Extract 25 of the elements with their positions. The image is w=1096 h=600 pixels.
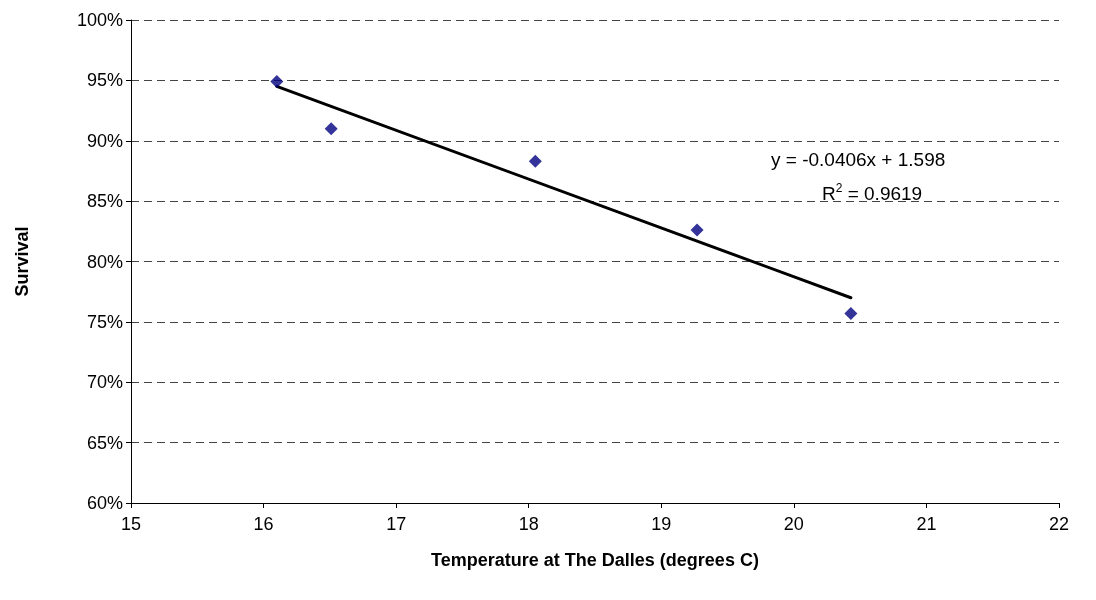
point [528, 154, 542, 168]
point [690, 223, 704, 237]
x-tick-label: 20 [783, 514, 804, 534]
y-tick-label: 75% [86, 311, 123, 332]
x-tick-label: 21 [916, 514, 937, 534]
y-tick-label: 95% [86, 70, 123, 91]
y-axis-title: Survival [12, 226, 32, 297]
y-tick-label: 90% [86, 130, 123, 151]
x-tick-label: 22 [1048, 514, 1070, 534]
y-tick-label: 65% [86, 432, 123, 453]
y-tick-label: 80% [86, 251, 123, 272]
y-tick-label: 100% [76, 10, 123, 30]
y-tick-label: 85% [86, 191, 123, 212]
x-axis-title: Temperature at The Dalles (degrees C) [431, 550, 759, 570]
x-tick-label: 17 [386, 514, 407, 534]
x-tick-label: 18 [518, 514, 539, 534]
annotation: y = -0.0406x + 1.598 [771, 149, 946, 170]
point [270, 75, 284, 89]
x-tick-label: 19 [651, 514, 672, 534]
x-tick-label: 15 [120, 514, 142, 534]
point [844, 306, 858, 320]
y-tick-label: 70% [86, 372, 123, 393]
y-tick-label: 60% [86, 493, 123, 513]
x-tick-label: 16 [253, 514, 274, 534]
point [324, 122, 338, 136]
